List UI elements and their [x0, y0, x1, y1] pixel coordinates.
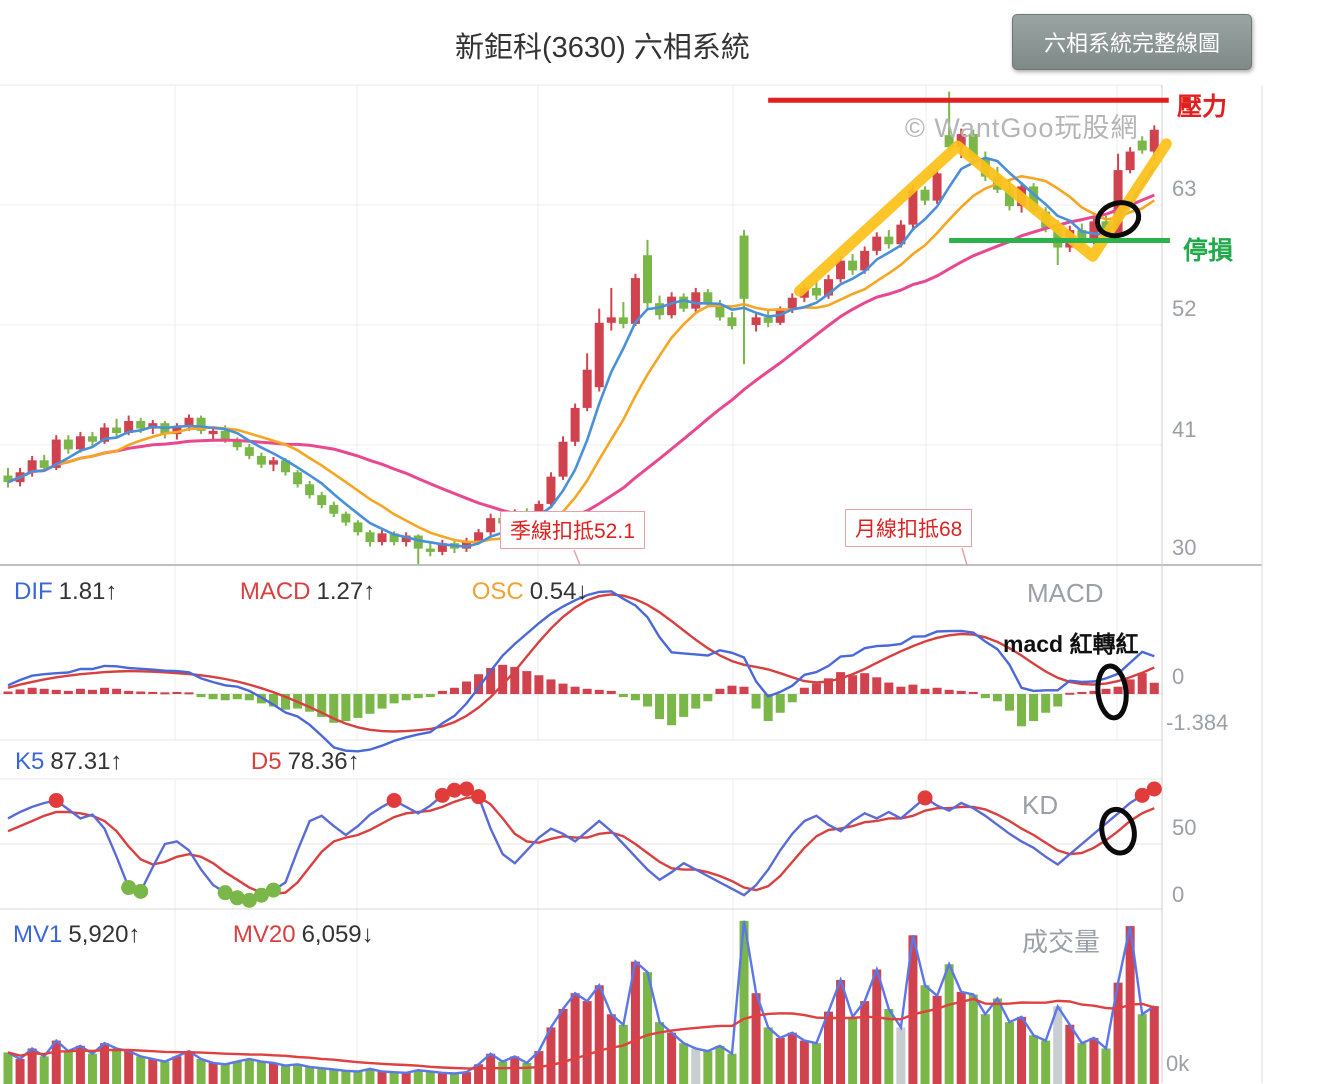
macd-tick-min: -1.384	[1166, 710, 1229, 735]
watermark: © WantGoo玩股網	[905, 113, 1139, 143]
osc-label: OSC	[471, 578, 524, 605]
d5-label: D5	[250, 748, 282, 775]
mv1-value: 5,920↑	[68, 921, 141, 948]
osc-value: 0.54↓	[529, 578, 589, 605]
kd-tick-0: 0	[1172, 882, 1185, 907]
quarter-line-deduction-annotation: 季線扣抵52.1	[500, 511, 645, 549]
volume-tick-0k: 0k	[1166, 1051, 1190, 1076]
d5-value: 78.36↑	[287, 748, 360, 775]
dif-label: DIF	[14, 578, 53, 605]
stop-loss-label: 停損	[1183, 237, 1234, 265]
kd-legend: K5 87.31↑ D5 78.36↑	[15, 748, 360, 776]
kd-panel-label: KD	[1022, 790, 1059, 820]
volume-panel-label: 成交量	[1022, 927, 1101, 957]
month-line-deduction-annotation: 月線扣抵68	[845, 509, 973, 547]
dif-value: 1.81↑	[58, 578, 118, 605]
page-title: 新鉅科(3630) 六相系統	[455, 32, 750, 64]
price-tick-63: 63	[1172, 176, 1197, 201]
mv1-label: MV1	[13, 921, 63, 948]
mv20-value: 6,059↓	[301, 921, 374, 948]
pressure-label: 壓力	[1177, 93, 1228, 121]
price-tick-52: 52	[1172, 296, 1197, 321]
volume-legend: MV1 5,920↑ MV20 6,059↓	[13, 921, 374, 949]
kd-tick-50: 50	[1172, 815, 1197, 840]
macd-label: MACD	[239, 578, 311, 605]
macd-red-to-red-note: macd 紅轉紅	[1003, 631, 1139, 657]
price-tick-30: 30	[1172, 535, 1197, 560]
price-tick-41: 41	[1172, 417, 1197, 442]
k5-label: K5	[15, 748, 45, 775]
macd-legend: DIF 1.81↑ MACD 1.27↑ OSC 0.54↓	[14, 578, 588, 606]
macd-tick-0: 0	[1172, 664, 1185, 689]
macd-panel-label: MACD	[1027, 578, 1104, 608]
k5-value: 87.31↑	[50, 748, 123, 775]
full-chart-button[interactable]: 六相系統完整線圖	[1012, 14, 1252, 70]
macd-value: 1.27↑	[316, 578, 376, 605]
mv20-label: MV20	[232, 921, 296, 948]
